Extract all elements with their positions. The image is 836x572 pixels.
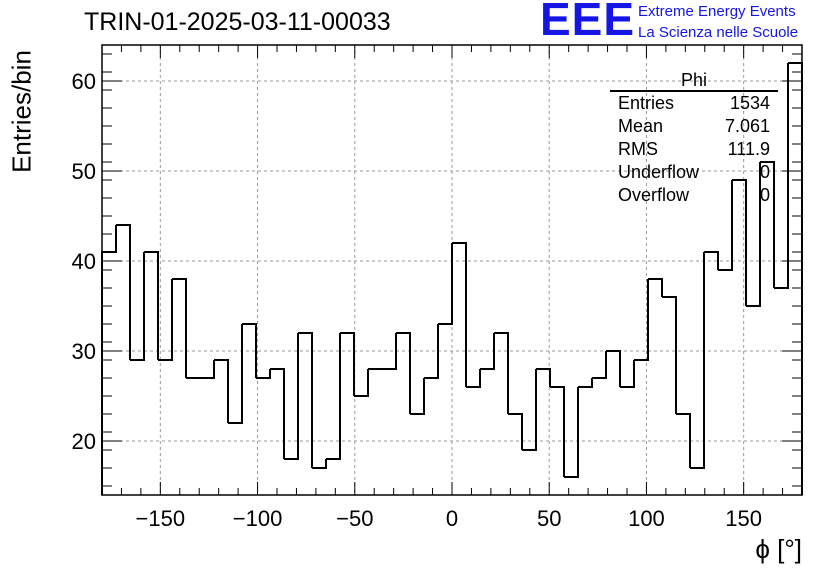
x-tick-label: −50 bbox=[336, 506, 373, 531]
histogram-bin bbox=[536, 368, 551, 387]
histogram-bin bbox=[270, 368, 285, 459]
stats-row-rms: RMS 111.9 bbox=[610, 138, 778, 161]
histogram-bin bbox=[340, 332, 355, 396]
stats-value: 7.061 bbox=[724, 116, 770, 136]
histogram-bin bbox=[284, 333, 299, 460]
histogram-bin bbox=[774, 63, 789, 289]
histogram-bin bbox=[256, 369, 271, 379]
x-tick-label: −100 bbox=[233, 506, 283, 531]
y-tick-label: 50 bbox=[72, 159, 96, 184]
histogram-bin bbox=[704, 251, 719, 270]
eee-logo-line-1: Extreme Energy Events bbox=[638, 3, 796, 20]
histogram-bin bbox=[200, 360, 215, 379]
eee-logo-line-2: La Scienza nelle Scuole bbox=[638, 24, 799, 41]
tick-labels: −150 −100 −50 0 50 100 150 20 30 40 50 60 bbox=[72, 69, 763, 531]
histogram-bin bbox=[158, 279, 173, 361]
stats-label: Underflow bbox=[618, 162, 700, 182]
stats-label: RMS bbox=[618, 139, 658, 159]
stats-row-overflow: Overflow 0 bbox=[610, 184, 778, 207]
histogram-bin bbox=[312, 459, 327, 469]
histogram-bin bbox=[382, 333, 397, 370]
stats-title: Phi bbox=[610, 70, 778, 92]
histogram-bin bbox=[564, 387, 579, 478]
stats-label: Overflow bbox=[618, 185, 690, 205]
stats-row-mean: Mean 7.061 bbox=[610, 115, 778, 138]
stats-label: Entries bbox=[618, 93, 675, 113]
histogram-bin bbox=[648, 278, 663, 297]
stats-value: 0 bbox=[759, 162, 770, 182]
histogram-bin bbox=[214, 359, 229, 423]
histogram-bin bbox=[760, 161, 775, 288]
stats-value: 0 bbox=[759, 185, 770, 205]
histogram-bin bbox=[396, 332, 411, 414]
histogram-bin bbox=[172, 278, 187, 378]
y-tick-label: 30 bbox=[72, 339, 96, 364]
stats-value: 1534 bbox=[729, 93, 770, 113]
histogram-bin bbox=[410, 378, 425, 415]
histogram-bin bbox=[662, 296, 677, 414]
histogram-bin bbox=[228, 324, 243, 424]
x-axis-label: ϕ [°] bbox=[755, 534, 802, 564]
stats-box: Phi Entries 1534 Mean 7.061 RMS 111.9 Un… bbox=[610, 70, 778, 207]
histogram-bin bbox=[592, 351, 607, 379]
stats-value: 111.9 bbox=[727, 139, 770, 159]
stats-row-entries: Entries 1534 bbox=[610, 92, 778, 115]
axes bbox=[101, 44, 803, 496]
histogram-bin bbox=[130, 252, 145, 361]
histogram-bin bbox=[452, 242, 467, 387]
histogram-bin bbox=[298, 332, 313, 468]
y-tick-label: 40 bbox=[72, 249, 96, 274]
histogram-bin bbox=[578, 378, 593, 388]
y-tick-label: 60 bbox=[72, 69, 96, 94]
histogram-bin bbox=[676, 413, 691, 468]
histogram-bin bbox=[606, 350, 621, 387]
histogram-bin bbox=[746, 162, 761, 307]
histogram-bin bbox=[522, 369, 537, 451]
histogram-bin bbox=[242, 323, 257, 378]
y-axis-label: Entries/bin bbox=[6, 50, 37, 173]
x-tick-label: 50 bbox=[537, 506, 561, 531]
histogram-bin bbox=[424, 324, 439, 379]
x-tick-label: 0 bbox=[446, 506, 458, 531]
histogram-bin bbox=[508, 413, 523, 450]
x-tick-label: 150 bbox=[725, 506, 762, 531]
y-tick-label: 20 bbox=[72, 429, 96, 454]
x-tick-label: 100 bbox=[628, 506, 665, 531]
eee-logo: EEE bbox=[540, 0, 636, 45]
histogram-bin bbox=[788, 62, 803, 495]
histogram-bin bbox=[634, 279, 649, 361]
stats-label: Mean bbox=[618, 116, 664, 136]
histogram-bin bbox=[438, 243, 453, 325]
stats-row-underflow: Underflow 0 bbox=[610, 161, 778, 184]
histogram-bin bbox=[466, 369, 481, 388]
histogram-bin bbox=[354, 369, 369, 397]
histogram-bin bbox=[326, 333, 341, 460]
x-tick-label: −150 bbox=[136, 506, 186, 531]
histogram-bin bbox=[116, 224, 131, 360]
page-title: TRIN-01-2025-03-11-00033 bbox=[84, 8, 391, 36]
histogram-bin bbox=[144, 251, 159, 360]
histogram-bin bbox=[732, 179, 747, 306]
histogram-bin bbox=[494, 332, 509, 414]
histogram-bin bbox=[550, 386, 565, 477]
histogram-bin bbox=[620, 360, 635, 388]
histogram-bin bbox=[480, 333, 495, 370]
histogram-bin bbox=[718, 180, 733, 271]
histogram-bin bbox=[690, 252, 705, 469]
